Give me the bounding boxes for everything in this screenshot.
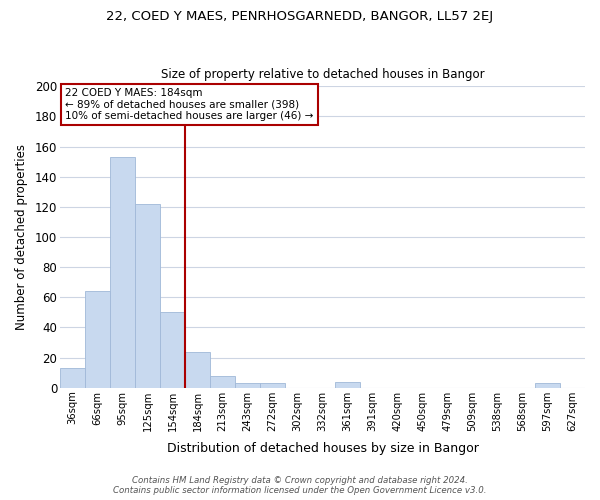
Bar xyxy=(135,204,160,388)
Bar xyxy=(260,383,285,388)
Bar xyxy=(185,352,210,388)
Bar xyxy=(335,382,360,388)
Text: 22 COED Y MAES: 184sqm
← 89% of detached houses are smaller (398)
10% of semi-de: 22 COED Y MAES: 184sqm ← 89% of detached… xyxy=(65,88,313,121)
Text: 22, COED Y MAES, PENRHOSGARNEDD, BANGOR, LL57 2EJ: 22, COED Y MAES, PENRHOSGARNEDD, BANGOR,… xyxy=(106,10,494,23)
Bar xyxy=(210,376,235,388)
Bar xyxy=(535,383,560,388)
X-axis label: Distribution of detached houses by size in Bangor: Distribution of detached houses by size … xyxy=(167,442,478,455)
Bar xyxy=(85,292,110,388)
Y-axis label: Number of detached properties: Number of detached properties xyxy=(15,144,28,330)
Bar xyxy=(235,383,260,388)
Text: Contains HM Land Registry data © Crown copyright and database right 2024.
Contai: Contains HM Land Registry data © Crown c… xyxy=(113,476,487,495)
Bar xyxy=(60,368,85,388)
Bar xyxy=(110,157,135,388)
Title: Size of property relative to detached houses in Bangor: Size of property relative to detached ho… xyxy=(161,68,484,81)
Bar xyxy=(160,312,185,388)
